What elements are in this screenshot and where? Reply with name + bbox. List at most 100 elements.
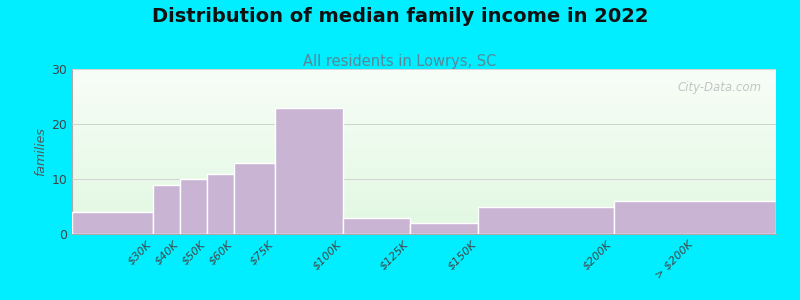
Bar: [72, 136, 776, 137]
Bar: [72, 162, 776, 163]
Bar: [72, 165, 776, 166]
Bar: [72, 157, 776, 158]
Bar: [72, 111, 776, 112]
Bar: [72, 142, 776, 143]
Bar: [72, 155, 776, 156]
Bar: [72, 170, 776, 171]
Bar: [72, 180, 776, 181]
Bar: [72, 212, 154, 234]
Bar: [72, 196, 776, 197]
Bar: [72, 91, 776, 92]
Bar: [72, 192, 776, 193]
Bar: [72, 166, 776, 167]
Bar: [72, 95, 776, 96]
Bar: [72, 187, 776, 188]
Bar: [72, 198, 776, 199]
Bar: [72, 104, 776, 105]
Bar: [72, 221, 776, 222]
Bar: [72, 117, 776, 118]
Bar: [72, 121, 776, 122]
Bar: [72, 141, 776, 142]
Bar: [72, 94, 776, 95]
Bar: [72, 193, 776, 194]
Bar: [72, 138, 776, 139]
Bar: [72, 185, 776, 186]
Bar: [72, 228, 776, 229]
Bar: [72, 219, 776, 220]
Bar: [72, 90, 776, 91]
Bar: [72, 209, 776, 210]
Bar: [72, 96, 776, 97]
Bar: [72, 161, 776, 162]
Bar: [72, 106, 776, 107]
Bar: [72, 89, 776, 90]
Bar: [72, 148, 776, 149]
Bar: [72, 144, 776, 145]
Text: Distribution of median family income in 2022: Distribution of median family income in …: [152, 8, 648, 26]
Bar: [72, 222, 776, 223]
Bar: [72, 159, 776, 160]
Bar: [72, 154, 776, 155]
Bar: [72, 150, 776, 151]
Bar: [72, 101, 776, 102]
Bar: [72, 107, 776, 108]
Bar: [72, 182, 776, 183]
Bar: [72, 129, 776, 130]
Bar: [72, 149, 776, 150]
Bar: [72, 70, 776, 71]
Bar: [72, 113, 776, 114]
Bar: [72, 118, 776, 119]
Bar: [72, 93, 776, 94]
Bar: [72, 206, 776, 207]
Bar: [72, 122, 776, 123]
Bar: [72, 98, 776, 99]
Bar: [72, 78, 776, 79]
Bar: [72, 231, 776, 232]
Bar: [72, 85, 776, 86]
Bar: [72, 77, 776, 78]
Bar: [72, 173, 776, 174]
Bar: [72, 183, 776, 184]
Bar: [72, 199, 776, 200]
Text: All residents in Lowrys, SC: All residents in Lowrys, SC: [303, 54, 497, 69]
Bar: [72, 212, 776, 213]
Bar: [72, 110, 776, 111]
Bar: [72, 145, 776, 146]
Bar: [72, 103, 776, 104]
Bar: [72, 119, 776, 120]
Bar: [72, 189, 776, 190]
Bar: [72, 200, 776, 201]
Bar: [72, 158, 776, 159]
Bar: [72, 201, 776, 202]
Bar: [72, 123, 776, 124]
Bar: [72, 190, 776, 191]
Bar: [72, 216, 776, 217]
Bar: [72, 82, 776, 83]
Bar: [72, 124, 776, 125]
Bar: [72, 108, 776, 109]
Bar: [72, 75, 776, 76]
Bar: [72, 133, 776, 134]
Bar: [72, 143, 776, 144]
Bar: [72, 118, 776, 119]
Bar: [72, 137, 776, 138]
Bar: [72, 85, 776, 86]
Bar: [72, 86, 776, 87]
Bar: [72, 225, 776, 226]
Bar: [72, 84, 776, 85]
Bar: [72, 223, 776, 224]
Bar: [72, 115, 776, 116]
Bar: [72, 167, 776, 168]
Bar: [72, 69, 776, 70]
Bar: [72, 83, 776, 84]
Bar: [180, 179, 207, 234]
Bar: [72, 160, 776, 161]
Bar: [72, 202, 776, 203]
Bar: [614, 201, 776, 234]
Bar: [72, 147, 776, 148]
Bar: [72, 97, 776, 98]
Bar: [72, 87, 776, 88]
Bar: [234, 163, 275, 234]
Bar: [72, 81, 776, 82]
Bar: [72, 215, 776, 216]
